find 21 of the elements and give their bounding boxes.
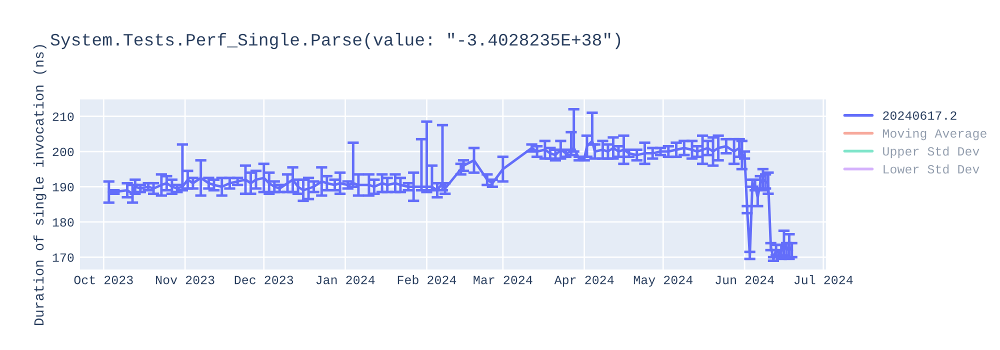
y-tick-label: 180	[52, 218, 74, 227]
y-tick-label: 170	[52, 253, 74, 262]
x-tick-label: Jul 2024	[794, 275, 853, 284]
legend-label: Lower Std Dev	[884, 164, 980, 174]
legend-label: Moving Average	[882, 128, 986, 140]
x-tick-label: Mar 2024	[474, 276, 532, 284]
y-tick-label: 200	[52, 148, 74, 156]
x-tick-label: Nov 2023	[156, 276, 214, 284]
x-tick-label: Apr 2024	[554, 276, 614, 287]
x-tick-label: Jun 2024	[716, 276, 774, 284]
legend-label: 20240617.2	[883, 111, 956, 120]
x-tick-label: Feb 2024	[398, 275, 456, 284]
chart-title: System.Tests.Perf_Single.Parse(value: "-3.4028235E+38")	[50, 32, 620, 50]
legend-label: Upper Std Dev	[883, 146, 980, 158]
x-tick-label: Jan 2024	[316, 276, 375, 284]
x-tick-label: Dec 2023	[234, 276, 294, 284]
x-tick-label: May 2024	[634, 276, 693, 287]
y-axis-title: Duration of single invocation (ns)	[33, 45, 46, 326]
y-tick-label: 210	[52, 112, 74, 121]
y-tick-label: 190	[52, 182, 74, 192]
x-tick-label: Oct 2023	[74, 276, 133, 284]
